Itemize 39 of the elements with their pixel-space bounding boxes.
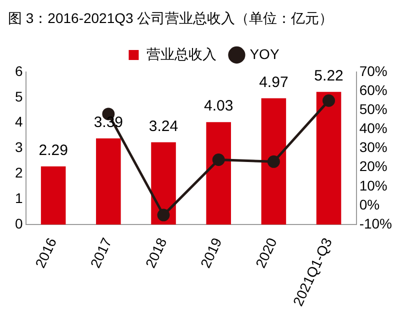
bar: [151, 142, 176, 225]
x-tick-label: 2019: [197, 235, 225, 270]
y2-tick-label: 20%: [359, 158, 388, 174]
legend-label: YOY: [250, 46, 280, 62]
y-tick-label: 0: [14, 215, 23, 232]
y-tick-label: 6: [14, 62, 23, 79]
x-tick-label: 2017: [86, 235, 115, 270]
data-label: 3.24: [148, 118, 178, 135]
y2-tick-label: 60%: [359, 82, 388, 98]
x-tick-label: 2018: [142, 235, 170, 270]
y-tick-label: 5: [14, 88, 23, 104]
y2-tick-label: 70%: [359, 62, 388, 79]
bar: [261, 98, 286, 225]
y-tick-label: 1: [14, 190, 23, 206]
bar: [206, 122, 231, 225]
legend-label: 营业总收入: [146, 46, 217, 62]
x-tick-label: 2016: [32, 235, 60, 270]
x-tick-label: 2020: [252, 235, 280, 270]
y2-tick-label: 0%: [359, 196, 380, 212]
bar: [40, 166, 66, 225]
y-tick-label: 3: [14, 139, 23, 156]
point: [322, 94, 336, 107]
bar: [96, 138, 121, 225]
data-label: 4.03: [204, 98, 234, 115]
data-label: 5.22: [314, 67, 344, 84]
y2-tick-label: -10%: [359, 215, 392, 232]
y-tick-label: 2: [14, 164, 23, 181]
y2-tick-label: 50%: [359, 101, 388, 118]
y2-tick-label: 30%: [359, 139, 388, 156]
chart-title: 图 3：2016-2021Q3 公司营业总收入（单位：亿元）: [8, 9, 334, 28]
data-label: 2.29: [38, 142, 68, 159]
y2-tick-label: 40%: [359, 120, 388, 136]
point: [267, 155, 280, 168]
y-tick-label: 4: [14, 114, 23, 130]
bar: [316, 92, 342, 225]
data-label: 4.97: [259, 74, 288, 91]
point: [157, 208, 170, 222]
point: [212, 153, 225, 166]
y2-tick-label: 10%: [359, 177, 388, 194]
